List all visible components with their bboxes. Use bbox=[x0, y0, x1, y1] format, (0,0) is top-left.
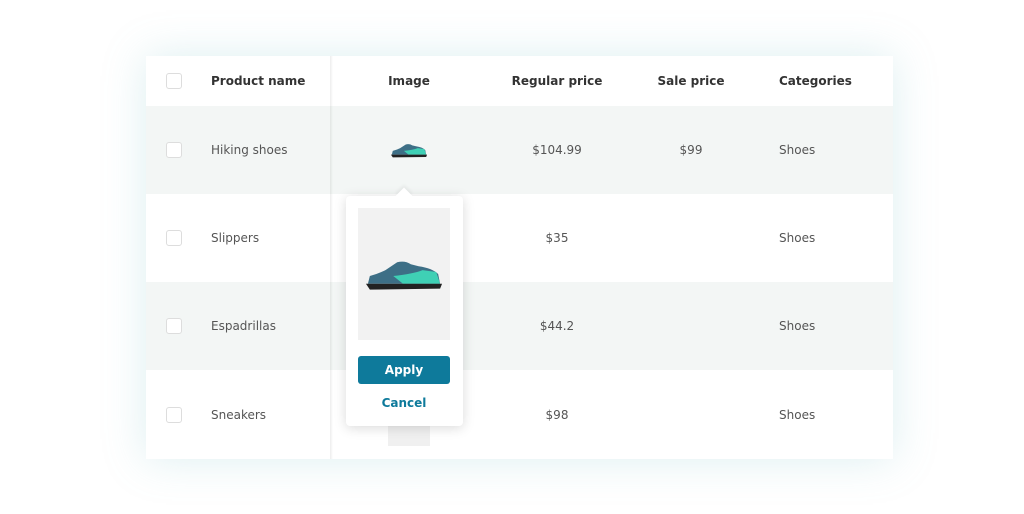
header-regular-price[interactable]: Regular price bbox=[511, 74, 603, 88]
product-name[interactable]: Hiking shoes bbox=[211, 143, 288, 157]
regular-price[interactable]: $44.2 bbox=[539, 319, 575, 333]
table-row: Slippers $35 Shoes bbox=[146, 194, 893, 282]
product-table: Product name Image Regular price Sale pr… bbox=[146, 56, 893, 459]
shoe-image bbox=[365, 261, 443, 290]
header-sale-price[interactable]: Sale price bbox=[657, 74, 725, 88]
header-categories[interactable]: Categories bbox=[779, 74, 852, 88]
select-all-checkbox[interactable] bbox=[166, 73, 182, 89]
regular-price[interactable]: $35 bbox=[545, 231, 569, 245]
header-image[interactable]: Image bbox=[388, 74, 430, 88]
sale-price[interactable]: $99 bbox=[679, 143, 703, 157]
image-picker-popup: Apply Cancel bbox=[346, 196, 463, 426]
regular-price[interactable]: $104.99 bbox=[532, 143, 582, 157]
row-checkbox[interactable] bbox=[166, 230, 182, 246]
category[interactable]: Shoes bbox=[779, 231, 816, 245]
category[interactable]: Shoes bbox=[779, 143, 816, 157]
table-row: Espadrillas $44.2 Shoes bbox=[146, 282, 893, 370]
product-name[interactable]: Slippers bbox=[211, 231, 260, 245]
row-checkbox[interactable] bbox=[166, 142, 182, 158]
regular-price[interactable]: $98 bbox=[545, 407, 569, 422]
product-name[interactable]: Espadrillas bbox=[211, 319, 276, 333]
sale-price[interactable] bbox=[626, 370, 756, 459]
row-checkbox[interactable] bbox=[166, 406, 182, 423]
category[interactable]: Shoes bbox=[779, 407, 816, 422]
sale-price[interactable] bbox=[626, 194, 756, 282]
table-header: Product name Image Regular price Sale pr… bbox=[146, 56, 893, 106]
image-preview[interactable] bbox=[358, 208, 450, 340]
shoe-image bbox=[390, 144, 428, 158]
frozen-column-divider bbox=[330, 56, 333, 459]
sale-price[interactable] bbox=[626, 282, 756, 370]
product-name[interactable]: Sneakers bbox=[211, 407, 267, 422]
apply-button[interactable]: Apply bbox=[358, 356, 450, 384]
header-product-name[interactable]: Product name bbox=[211, 74, 306, 88]
row-checkbox[interactable] bbox=[166, 318, 182, 334]
category[interactable]: Shoes bbox=[779, 319, 816, 333]
table-row: Sneakers $98 Shoes bbox=[146, 370, 893, 459]
cancel-link[interactable]: Cancel bbox=[381, 396, 427, 410]
product-image-thumbnail[interactable] bbox=[336, 106, 482, 194]
table-row: Hiking shoes $104.99 $99 Shoes bbox=[146, 106, 893, 194]
